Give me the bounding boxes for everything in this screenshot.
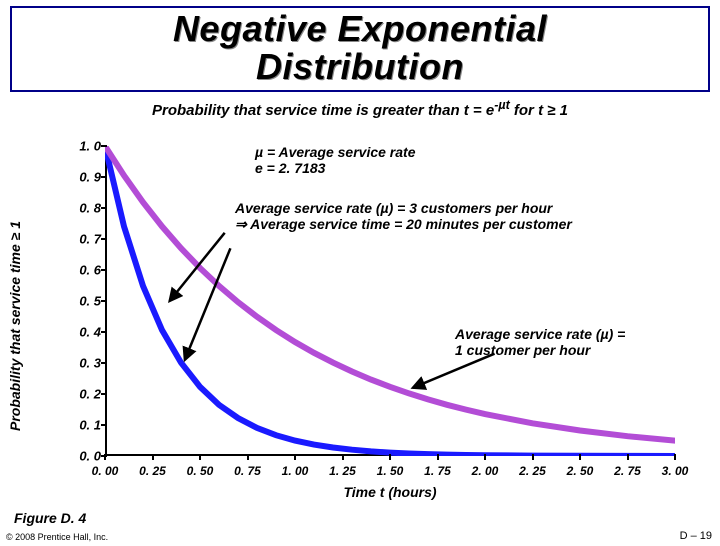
x-tick-label: 1. 50: [377, 464, 404, 478]
x-tick-mark: [389, 454, 391, 460]
x-tick-mark: [152, 454, 154, 460]
x-tick-mark: [247, 454, 249, 460]
y-tick-mark: [101, 424, 107, 426]
x-tick-label: 0. 50: [187, 464, 214, 478]
y-tick-label: 0. 3: [63, 356, 101, 371]
y-tick-label: 0. 9: [63, 170, 101, 185]
annot2-l1: Average service rate (µ) =: [455, 326, 625, 342]
x-tick-mark: [532, 454, 534, 460]
title-container: Negative ExponentialDistribution: [10, 6, 710, 92]
y-tick-mark: [101, 393, 107, 395]
subtitle-prefix: Probability that service time is greater…: [152, 102, 494, 119]
y-tick-mark: [101, 362, 107, 364]
page-title: Negative ExponentialDistribution: [12, 10, 708, 86]
x-tick-mark: [484, 454, 486, 460]
y-tick-mark: [101, 207, 107, 209]
x-tick-label: 1. 00: [282, 464, 309, 478]
x-tick-label: 3. 00: [662, 464, 689, 478]
x-tick-mark: [104, 454, 106, 460]
mu-line: µ = Average service rate: [255, 144, 416, 160]
subtitle-suffix: for t ≥ 1: [510, 102, 568, 119]
x-tick-mark: [342, 454, 344, 460]
x-tick-label: 2. 50: [567, 464, 594, 478]
annot-mu-e: µ = Average service rate e = 2. 7183: [255, 144, 416, 176]
chart-area: Probability that service time ≥ 1 µ = Av…: [35, 146, 705, 506]
y-tick-mark: [101, 238, 107, 240]
y-tick-label: 0. 6: [63, 263, 101, 278]
x-tick-mark: [627, 454, 629, 460]
x-tick-label: 1. 75: [424, 464, 451, 478]
x-tick-label: 2. 25: [519, 464, 546, 478]
y-tick-mark: [101, 145, 107, 147]
figure-label: Figure D. 4: [14, 510, 86, 526]
y-tick-label: 0. 1: [63, 418, 101, 433]
annot1-l1: Average service rate (µ) = 3 customers p…: [235, 200, 552, 216]
annot1-l2: ⇒ Average service time = 20 minutes per …: [235, 216, 572, 232]
x-tick-label: 0. 00: [92, 464, 119, 478]
e-line: e = 2. 7183: [255, 160, 325, 176]
y-tick-mark: [101, 300, 107, 302]
x-tick-mark: [674, 454, 676, 460]
y-tick-label: 0. 4: [63, 325, 101, 340]
chart-svg: [105, 146, 675, 456]
y-tick-label: 0. 5: [63, 294, 101, 309]
annotation-arrow: [413, 354, 495, 388]
y-tick-label: 0. 8: [63, 201, 101, 216]
x-tick-label: 2. 00: [472, 464, 499, 478]
y-tick-label: 1. 0: [63, 139, 101, 154]
subtitle-exp: -µt: [494, 98, 510, 112]
y-tick-mark: [101, 176, 107, 178]
slide-number: D – 19: [680, 530, 712, 542]
annotation-arrow: [185, 248, 231, 360]
curve-mu1: [105, 146, 675, 441]
curve-mu3: [105, 146, 675, 456]
subtitle: Probability that service time is greater…: [0, 98, 720, 119]
y-tick-mark: [101, 269, 107, 271]
y-tick-mark: [101, 331, 107, 333]
y-tick-label: 0. 7: [63, 232, 101, 247]
y-axis-label: Probability that service time ≥ 1: [7, 221, 23, 431]
y-tick-label: 0. 2: [63, 387, 101, 402]
copyright: © 2008 Prentice Hall, Inc.: [6, 532, 108, 542]
annot2-l2: 1 customer per hour: [455, 342, 590, 358]
plot-area: µ = Average service rate e = 2. 7183 Ave…: [105, 146, 675, 456]
x-tick-label: 0. 25: [139, 464, 166, 478]
x-tick-label: 2. 75: [614, 464, 641, 478]
x-tick-mark: [437, 454, 439, 460]
x-axis-label: Time t (hours): [343, 484, 436, 500]
x-tick-mark: [294, 454, 296, 460]
x-tick-label: 0. 75: [234, 464, 261, 478]
x-tick-mark: [579, 454, 581, 460]
annot-mu1: Average service rate (µ) = 1 customer pe…: [455, 326, 625, 358]
x-tick-mark: [199, 454, 201, 460]
x-tick-label: 1. 25: [329, 464, 356, 478]
y-tick-label: 0. 0: [63, 449, 101, 464]
annot-mu3: Average service rate (µ) = 3 customers p…: [235, 200, 572, 232]
